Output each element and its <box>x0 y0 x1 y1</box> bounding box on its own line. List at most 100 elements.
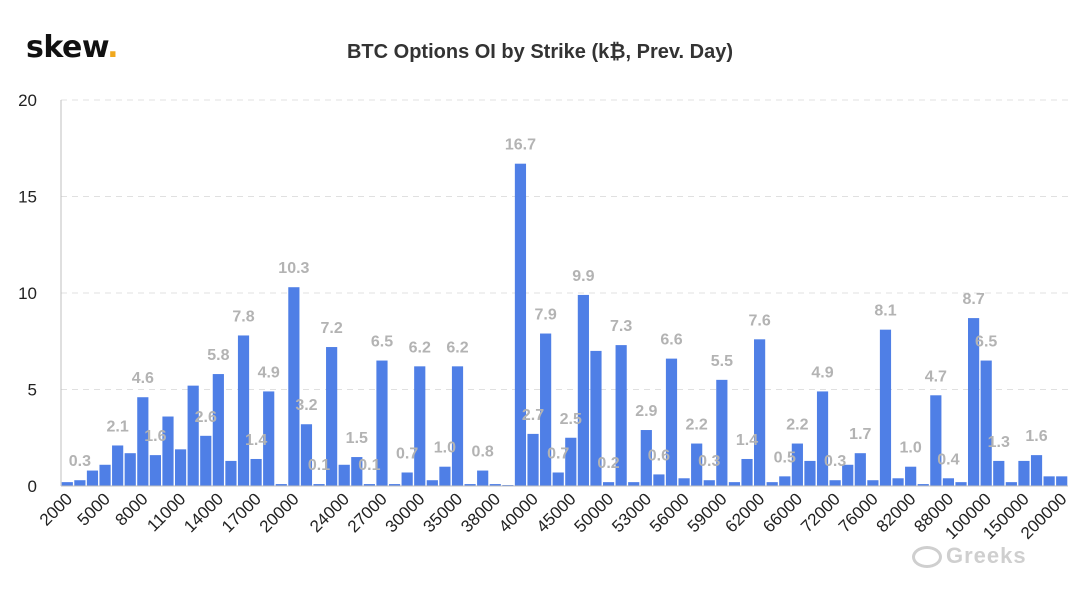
bar <box>124 453 136 486</box>
bar <box>942 478 955 486</box>
bar <box>703 480 715 486</box>
bar <box>388 484 401 486</box>
bar <box>527 433 539 486</box>
data-label: 4.7 <box>925 368 947 385</box>
bar <box>628 482 640 486</box>
bar <box>61 482 73 486</box>
data-label: 3.2 <box>295 397 317 414</box>
bar <box>263 391 275 486</box>
data-label: 1.7 <box>849 426 871 443</box>
gridlines <box>61 99 1068 390</box>
bar <box>993 460 1005 486</box>
y-tick-label: 10 <box>18 284 37 303</box>
bar <box>842 464 854 486</box>
bar <box>439 466 451 486</box>
y-tick-label: 15 <box>18 188 37 207</box>
data-label: 6.5 <box>975 334 997 351</box>
x-tick-label: 66000 <box>759 489 806 536</box>
bar <box>766 482 778 486</box>
x-tick-label: 5000 <box>74 489 114 529</box>
data-label: 10.3 <box>278 260 309 277</box>
data-label: 1.6 <box>144 428 166 445</box>
data-labels: 0.3 2.1 4.6 1.6 2.6 5.8 7.8 1.4 4.9 10.3 3.2 0.1 7.2… <box>69 137 1048 474</box>
bar <box>489 484 501 486</box>
data-label: 1.0 <box>434 440 456 457</box>
bar <box>816 391 829 486</box>
bar <box>867 480 879 486</box>
bar <box>565 437 577 486</box>
x-tick-label: 27000 <box>344 489 391 536</box>
data-label: 2.6 <box>195 409 217 426</box>
x-tick-label: 30000 <box>382 489 429 536</box>
x-tick-label: 14000 <box>180 489 227 536</box>
y-tick-label: 20 <box>18 91 37 110</box>
data-label: 0.6 <box>648 447 670 464</box>
bar <box>86 470 99 486</box>
data-label: 4.9 <box>811 364 833 381</box>
bar <box>980 360 992 486</box>
bar <box>326 347 338 486</box>
bar <box>99 464 111 486</box>
data-label: 5.8 <box>207 347 229 364</box>
bar <box>137 397 149 486</box>
bar <box>716 379 728 486</box>
bar <box>1030 455 1043 486</box>
bar <box>791 443 803 486</box>
bar <box>905 466 917 486</box>
data-label: 0.7 <box>547 445 569 462</box>
data-label: 0.3 <box>698 453 720 470</box>
bar <box>955 482 967 486</box>
data-label: 0.2 <box>597 455 619 472</box>
data-label: 1.4 <box>736 432 758 449</box>
bar <box>162 416 174 486</box>
bars <box>61 163 1068 486</box>
bar <box>892 478 904 486</box>
bar <box>426 480 438 486</box>
bar <box>275 484 287 486</box>
bar <box>728 482 741 486</box>
bar <box>754 339 766 486</box>
data-label: 4.9 <box>258 364 280 381</box>
bar <box>514 163 527 486</box>
data-label: 6.6 <box>660 332 682 349</box>
data-label: 1.0 <box>900 440 922 457</box>
bar <box>149 455 161 486</box>
x-tick-label: 56000 <box>646 489 693 536</box>
bar <box>1005 482 1017 486</box>
bar <box>464 484 476 486</box>
data-label: 7.6 <box>748 312 770 329</box>
bar <box>1056 476 1068 486</box>
data-label: 0.3 <box>69 453 91 470</box>
x-tick-label: 72000 <box>797 489 844 536</box>
data-label: 8.7 <box>962 291 984 308</box>
bar <box>237 335 250 486</box>
bar <box>363 484 375 486</box>
data-label: 2.7 <box>522 407 544 424</box>
data-label: 8.1 <box>874 303 896 320</box>
bar <box>879 329 892 486</box>
bar <box>74 480 86 486</box>
data-label: 16.7 <box>505 137 536 154</box>
bar <box>804 460 816 486</box>
bar <box>829 480 841 486</box>
data-label: 2.2 <box>686 417 708 434</box>
x-tick-label: 24000 <box>306 489 353 536</box>
skew-logo: skew. <box>26 30 119 65</box>
x-tick-label: 11000 <box>143 489 189 535</box>
bar <box>665 358 678 486</box>
bar <box>313 484 325 486</box>
bar <box>779 476 791 486</box>
data-label: 1.5 <box>346 430 368 447</box>
bar <box>351 457 363 486</box>
y-axis-ticks: 0 5 10 15 20 <box>18 91 37 496</box>
data-label: 7.8 <box>232 308 254 325</box>
data-label: 7.9 <box>534 307 556 324</box>
data-label: 0.4 <box>937 451 959 468</box>
x-tick-label: 50000 <box>571 489 618 536</box>
bar <box>250 458 262 486</box>
data-label: 9.9 <box>572 268 594 285</box>
bar <box>640 430 652 486</box>
bar <box>602 482 615 486</box>
